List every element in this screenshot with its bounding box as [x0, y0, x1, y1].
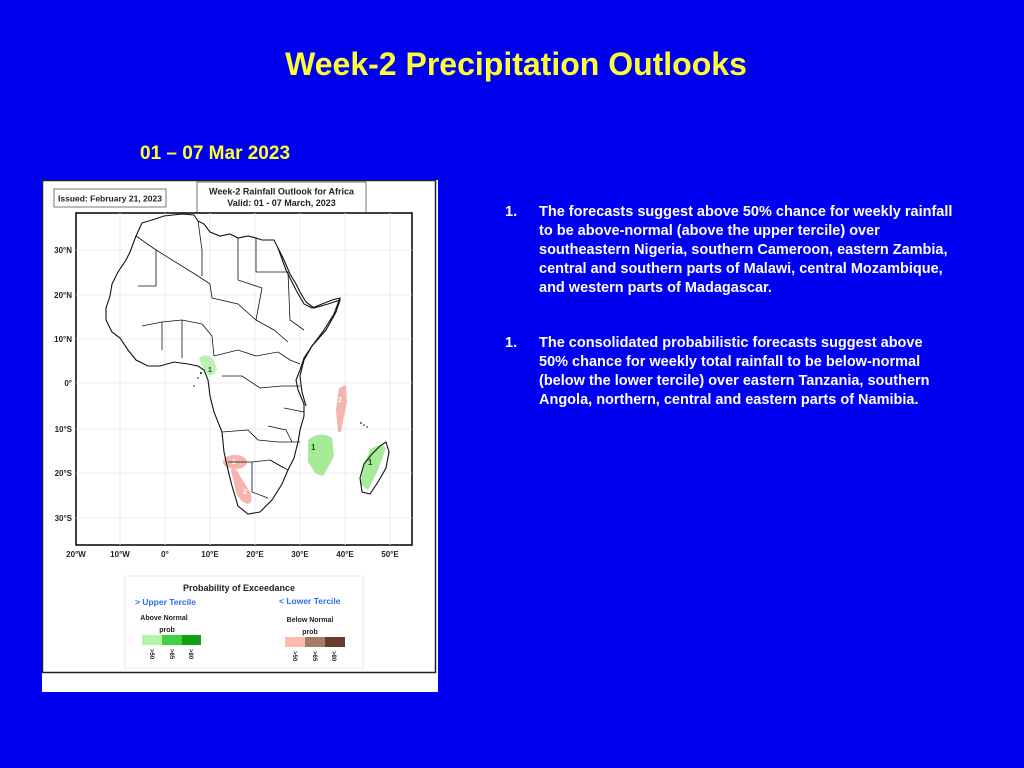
legend-tick: >50	[148, 649, 154, 660]
below-prob-label: prob	[302, 629, 318, 636]
issued-date: Issued: February 21, 2023	[58, 194, 162, 204]
note-above-normal: 1. The forecasts suggest above 50% chanc…	[505, 203, 955, 298]
lon-label: 10°E	[201, 550, 219, 559]
note-text: The consolidated probabilistic forecasts…	[539, 335, 930, 408]
legend-ticks: >50 >65 >80 >50 >65 >80	[148, 649, 336, 662]
lat-label: 30°S	[55, 514, 73, 523]
below-normal-label: Below Normal	[287, 617, 334, 624]
lat-label: 10°S	[55, 425, 73, 434]
above-normal-label: Above Normal	[140, 615, 188, 622]
map-plot: 1 1 1 2 2 2	[75, 212, 413, 546]
islands	[193, 372, 368, 428]
map-title-box: Week-2 Rainfall Outlook for Africa Valid…	[196, 181, 367, 214]
region-nigeria-cameroon	[199, 355, 217, 376]
map-title: Week-2 Rainfall Outlook for Africa	[209, 187, 355, 197]
lon-label: 0°	[161, 550, 169, 559]
gridlines	[76, 213, 412, 545]
lat-label: 30°N	[54, 246, 72, 255]
region-label: 1	[311, 443, 316, 452]
note-below-normal: 1. The consolidated probabilistic foreca…	[505, 334, 955, 410]
below-normal-swatches	[285, 637, 345, 647]
lower-tercile-label: < Lower Tercile	[279, 596, 341, 606]
region-tanzania	[336, 385, 347, 432]
latitude-labels: 30°N 20°N 10°N 0° 10°S 20°S 30°S	[54, 246, 73, 523]
slide-title: Week-2 Precipitation Outlooks	[285, 46, 747, 82]
above-normal-swatches	[142, 635, 201, 645]
country-borders	[135, 220, 305, 499]
region-madagascar	[360, 445, 386, 490]
lon-label: 10°W	[110, 550, 130, 559]
madagascar-outline	[359, 441, 390, 495]
lat-label: 20°N	[54, 291, 72, 300]
lat-label: 0°	[64, 379, 72, 388]
lon-label: 20°W	[66, 550, 86, 559]
legend-tick: >50	[291, 651, 297, 662]
note-number: 1.	[505, 204, 518, 220]
lat-label: 10°N	[54, 335, 72, 344]
region-label: 1	[208, 367, 212, 374]
legend-tick: >65	[311, 651, 317, 662]
lon-label: 50°E	[381, 550, 399, 559]
legend-title: Probability of Exceedance	[183, 583, 295, 593]
legend-tick: >80	[187, 649, 193, 660]
region-central-namibia	[231, 468, 252, 504]
east-coast	[277, 247, 341, 407]
longitude-labels: 20°W 10°W 0° 10°E 20°E 30°E 40°E 50°E	[66, 550, 399, 559]
lon-label: 20°E	[246, 550, 264, 559]
lon-label: 40°E	[336, 550, 354, 559]
map-valid-dates: Valid: 01 - 07 March, 2023	[227, 198, 336, 208]
legend-tick: >65	[168, 649, 174, 660]
africa-coastline	[105, 213, 341, 515]
region-label: 2	[338, 397, 342, 404]
rainfall-outlook-map: Issued: February 21, 2023 Week-2 Rainfal…	[42, 180, 438, 692]
legend: Probability of Exceedance > Upper Tercil…	[124, 575, 364, 669]
note-number: 1.	[505, 335, 518, 351]
note-text: The forecasts suggest above 50% chance f…	[539, 204, 953, 296]
legend-tick: >80	[330, 651, 336, 662]
region-label: 1	[368, 458, 373, 467]
date-range-heading: 01 – 07 Mar 2023	[140, 143, 291, 164]
issued-box: Issued: February 21, 2023	[53, 188, 167, 208]
lon-label: 30°E	[291, 550, 309, 559]
above-normal-regions: 1 1 1	[199, 355, 386, 490]
forecast-notes: 1. The forecasts suggest above 50% chanc…	[505, 203, 955, 446]
region-label: 2	[243, 489, 247, 496]
above-prob-label: prob	[159, 627, 175, 634]
region-zambia-malawi-mozambique	[308, 434, 334, 476]
region-label: 2	[232, 459, 236, 466]
lat-label: 20°S	[55, 469, 73, 478]
upper-tercile-label: > Upper Tercile	[135, 597, 196, 607]
